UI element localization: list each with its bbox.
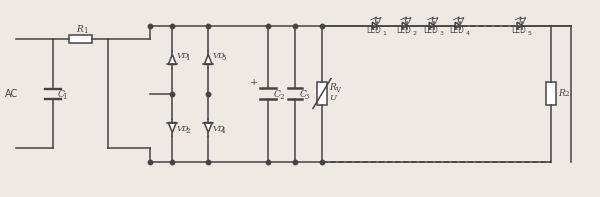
Text: 3: 3 <box>221 54 226 61</box>
Text: C: C <box>58 89 64 98</box>
Text: C: C <box>300 89 307 98</box>
FancyBboxPatch shape <box>68 35 92 43</box>
Polygon shape <box>169 123 176 133</box>
Text: 2: 2 <box>279 93 284 100</box>
Text: VD: VD <box>212 52 225 59</box>
FancyBboxPatch shape <box>317 82 327 105</box>
Text: +: + <box>250 78 258 87</box>
Text: 1: 1 <box>383 31 386 36</box>
Text: 2: 2 <box>413 31 417 36</box>
Text: 3: 3 <box>440 31 443 36</box>
Text: LED: LED <box>449 26 464 35</box>
Polygon shape <box>204 123 212 133</box>
Polygon shape <box>402 22 407 29</box>
Polygon shape <box>455 22 460 29</box>
Text: LED: LED <box>397 26 411 35</box>
Text: 2: 2 <box>185 126 190 135</box>
Text: R: R <box>559 89 565 98</box>
Text: VD: VD <box>212 125 225 133</box>
Polygon shape <box>429 22 434 29</box>
Text: 4: 4 <box>221 126 226 135</box>
Text: V: V <box>335 85 340 94</box>
Text: 3: 3 <box>305 93 310 100</box>
Polygon shape <box>517 22 522 29</box>
Text: C: C <box>274 89 281 98</box>
FancyBboxPatch shape <box>547 82 556 105</box>
Text: R: R <box>76 25 83 34</box>
Text: 1: 1 <box>83 27 88 35</box>
Text: 1: 1 <box>62 93 67 100</box>
Text: AC: AC <box>5 88 18 98</box>
Text: LED: LED <box>367 26 381 35</box>
Text: R: R <box>329 83 335 92</box>
Polygon shape <box>373 22 377 29</box>
Text: U: U <box>329 95 336 102</box>
Text: VD: VD <box>176 52 189 59</box>
Text: 2: 2 <box>565 89 569 98</box>
Text: VD: VD <box>176 125 189 133</box>
Polygon shape <box>169 55 176 64</box>
Polygon shape <box>204 55 212 64</box>
Text: 1: 1 <box>185 54 190 61</box>
Text: LED: LED <box>423 26 438 35</box>
Text: LED: LED <box>511 26 526 35</box>
Text: 5: 5 <box>527 31 532 36</box>
Text: 4: 4 <box>466 31 470 36</box>
